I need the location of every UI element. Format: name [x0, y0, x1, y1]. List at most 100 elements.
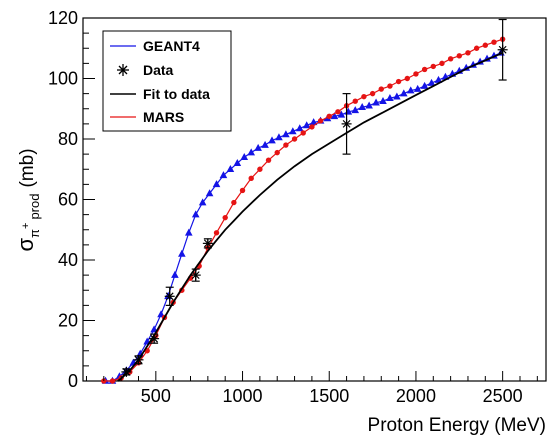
geant4-point — [247, 148, 256, 156]
y-axis-sigma: σ — [13, 238, 38, 252]
mars-point — [213, 230, 220, 236]
geant4-point — [289, 127, 297, 135]
fit-line — [117, 51, 503, 382]
mars-point — [421, 66, 428, 73]
geant4-point — [330, 112, 339, 120]
mars-point — [300, 130, 306, 136]
mars-point — [473, 45, 480, 51]
geant4-point — [427, 78, 436, 86]
data-point — [133, 354, 144, 365]
geant4-point — [295, 124, 304, 132]
mars-point — [317, 118, 324, 124]
y-axis-sub-prod: prod — [27, 194, 42, 220]
geant4-point — [302, 121, 311, 129]
y-axis-sub-pi: π — [27, 229, 42, 238]
geant4-point — [178, 249, 186, 257]
x-tick-label: 500 — [141, 386, 171, 406]
legend-box — [102, 30, 232, 132]
mars-point — [109, 378, 116, 384]
data-point — [149, 333, 160, 344]
geant4-point — [386, 93, 394, 101]
mars-point — [361, 93, 367, 100]
geant4-point — [240, 152, 249, 160]
geant4-point — [191, 210, 200, 218]
geant4-point — [219, 171, 228, 179]
x-axis-title: Proton Energy (MeV) — [368, 415, 546, 436]
geant4-point — [275, 133, 283, 141]
y-tick-label: 60 — [58, 190, 78, 210]
geant4-point — [372, 98, 380, 106]
series-layer — [101, 18, 508, 384]
mars-point — [291, 136, 298, 142]
geant4-point — [198, 198, 207, 206]
y-tick-label: 80 — [58, 129, 78, 149]
mars-point — [491, 39, 497, 45]
geant4-line — [105, 52, 502, 382]
mars-point — [456, 53, 462, 59]
axis-layer: 500 1000 1500 2000 2500 0 20 40 60 80 100 120 — [48, 8, 538, 406]
geant4-point — [226, 165, 235, 173]
mars-point — [283, 142, 289, 148]
y-tick-label: 40 — [58, 250, 78, 270]
geant4-point — [337, 110, 346, 118]
mars-point — [335, 109, 341, 115]
geant4-point — [282, 130, 290, 138]
geant4-point — [379, 96, 387, 104]
mars-point — [387, 83, 393, 89]
mars-point — [404, 75, 410, 82]
legend-data-label: Data — [143, 62, 174, 78]
geant4-point — [434, 75, 443, 83]
geant4-point — [261, 140, 269, 148]
y-axis-sup-plus: + — [20, 223, 32, 229]
mars-point — [413, 71, 419, 77]
mars-point — [439, 60, 445, 67]
mars-point — [248, 175, 254, 182]
geant4-point — [406, 86, 415, 94]
geant4-point — [205, 189, 214, 197]
y-axis-title: σπ+ prod (mb) — [13, 148, 42, 251]
geant4-point — [365, 101, 373, 109]
geant4-point — [413, 84, 422, 92]
legend-fit-label: Fit to data — [143, 86, 210, 102]
geant4-point — [212, 180, 221, 188]
geant4-point — [268, 136, 276, 144]
y-tick-label: 20 — [58, 311, 78, 331]
mars-point — [231, 199, 237, 206]
y-tick-label: 0 — [68, 371, 78, 391]
geant4-point — [400, 89, 408, 97]
mars-point — [274, 149, 280, 156]
data-point — [164, 286, 175, 306]
mars-point — [326, 113, 332, 120]
x-tick-label: 1000 — [223, 386, 263, 406]
data-point — [121, 366, 132, 377]
geant4-point — [393, 92, 401, 100]
geant4-point — [184, 228, 193, 236]
mars-point — [222, 214, 228, 221]
geant4-point — [358, 103, 366, 111]
x-tick-label: 2000 — [396, 386, 436, 406]
y-axis-unit: (mb) — [17, 148, 38, 187]
legend-geant4-label: GEANT4 — [143, 38, 200, 54]
mars-point — [395, 78, 402, 85]
geant4-point — [233, 159, 242, 166]
mars-point — [378, 86, 384, 92]
mars-point — [447, 56, 454, 62]
mars-point — [430, 63, 436, 70]
mars-point — [309, 124, 315, 130]
series-fit — [117, 51, 503, 382]
data-point — [202, 238, 213, 249]
geant4-point — [420, 81, 429, 89]
mars-point — [465, 50, 471, 56]
mars-point — [265, 157, 272, 163]
data-point — [341, 93, 352, 155]
mars-point — [257, 166, 263, 172]
data-point — [190, 268, 201, 282]
geant4-point — [309, 118, 318, 126]
geant4-point — [171, 270, 179, 278]
x-tick-label: 2500 — [483, 386, 523, 406]
mars-point — [239, 187, 246, 194]
mars-point — [352, 98, 358, 104]
legend: GEANT4 Data Fit to data MARS — [102, 30, 232, 132]
